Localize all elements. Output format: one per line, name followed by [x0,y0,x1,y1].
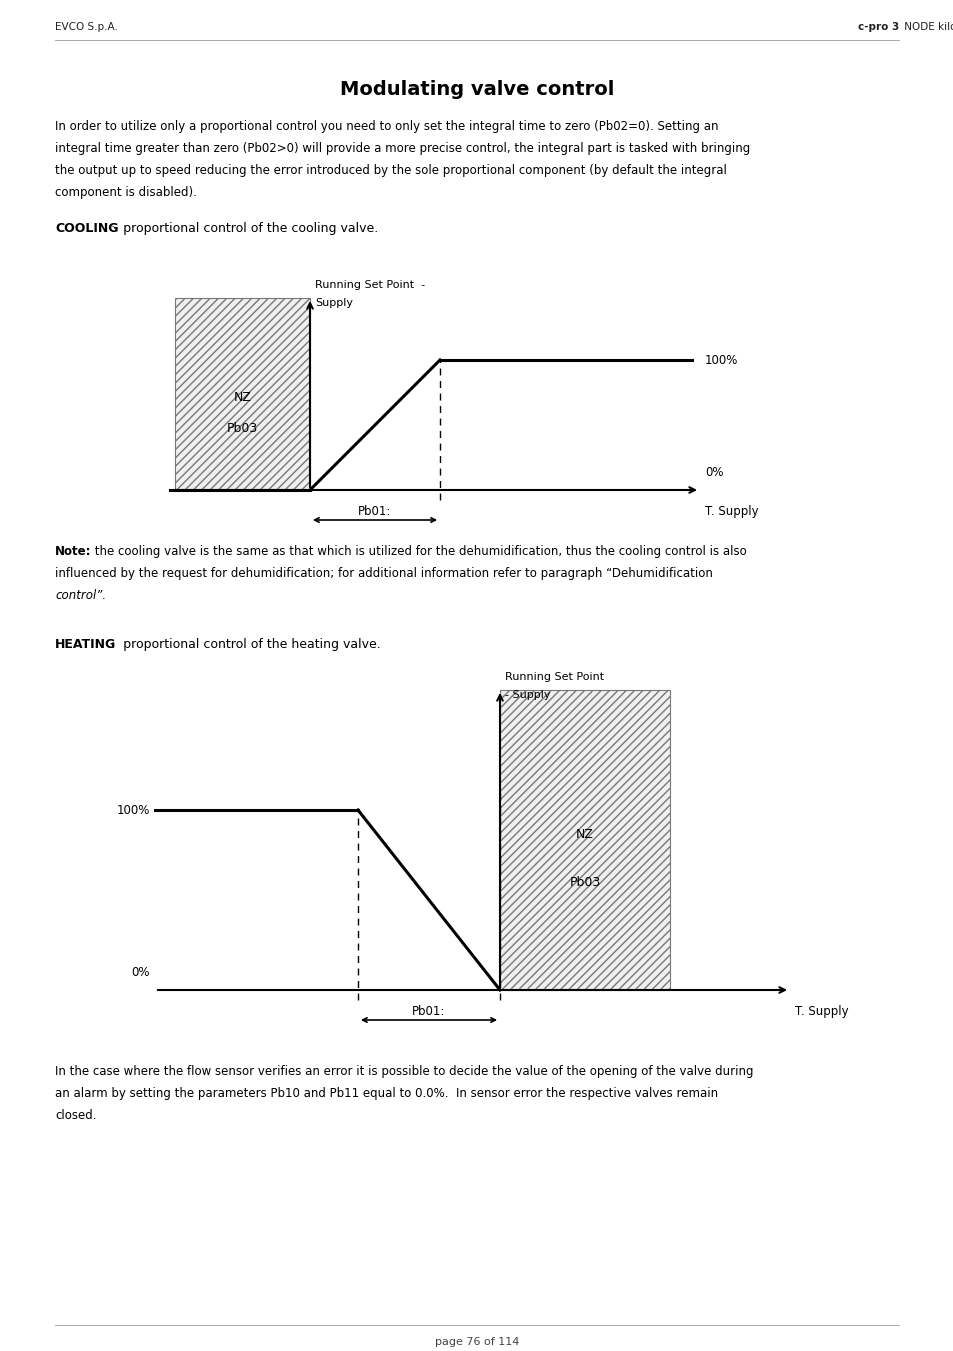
Text: Pb03: Pb03 [569,875,600,889]
Text: :  proportional control of the heating valve.: : proportional control of the heating va… [111,638,380,651]
Text: Note:: Note: [55,544,91,558]
Text: Supply: Supply [314,299,353,308]
Text: HEATING: HEATING [55,638,116,651]
Bar [174,299,310,490]
Text: Running Set Point  -: Running Set Point - [314,280,425,290]
Text: 100%: 100% [704,354,738,366]
Text: 100%: 100% [116,804,150,816]
Bar [499,690,669,990]
Text: T. Supply: T. Supply [704,505,758,519]
Text: integral time greater than zero (Pb02>0) will provide a more precise control, th: integral time greater than zero (Pb02>0)… [55,142,749,155]
Text: an alarm by setting the parameters Pb10 and Pb11 equal to 0.0%.  In sensor error: an alarm by setting the parameters Pb10 … [55,1088,718,1100]
Text: influenced by the request for dehumidification; for additional information refer: influenced by the request for dehumidifi… [55,567,712,580]
Text: control”.: control”. [55,589,106,603]
Text: COOLING: COOLING [55,222,118,235]
Text: NODE kilo AHU | Application manual ver. 1.0: NODE kilo AHU | Application manual ver. … [900,22,953,32]
Text: In order to utilize only a proportional control you need to only set the integra: In order to utilize only a proportional … [55,120,718,132]
Text: the output up to speed reducing the error introduced by the sole proportional co: the output up to speed reducing the erro… [55,163,726,177]
Text: Modulating valve control: Modulating valve control [339,80,614,99]
Text: c-pro 3: c-pro 3 [857,22,898,32]
Text: In the case where the flow sensor verifies an error it is possible to decide the: In the case where the flow sensor verifi… [55,1065,753,1078]
Text: Pb03: Pb03 [227,422,258,435]
Text: the cooling valve is the same as that which is utilized for the dehumidification: the cooling valve is the same as that wh… [91,544,746,558]
Text: page 76 of 114: page 76 of 114 [435,1337,518,1347]
Text: 0%: 0% [704,466,722,478]
Text: Pb01:: Pb01: [412,1005,445,1019]
Text: NZ: NZ [576,828,594,840]
Text: 0%: 0% [132,966,150,978]
Text: Pb01:: Pb01: [358,505,392,517]
Text: :  proportional control of the cooling valve.: : proportional control of the cooling va… [111,222,377,235]
Text: closed.: closed. [55,1109,96,1121]
Text: component is disabled).: component is disabled). [55,186,196,199]
Text: EVCO S.p.A.: EVCO S.p.A. [55,22,118,32]
Text: - Supply: - Supply [504,690,550,700]
Text: T. Supply: T. Supply [794,1005,848,1019]
Text: Running Set Point: Running Set Point [504,671,603,682]
Text: NZ: NZ [233,392,252,404]
